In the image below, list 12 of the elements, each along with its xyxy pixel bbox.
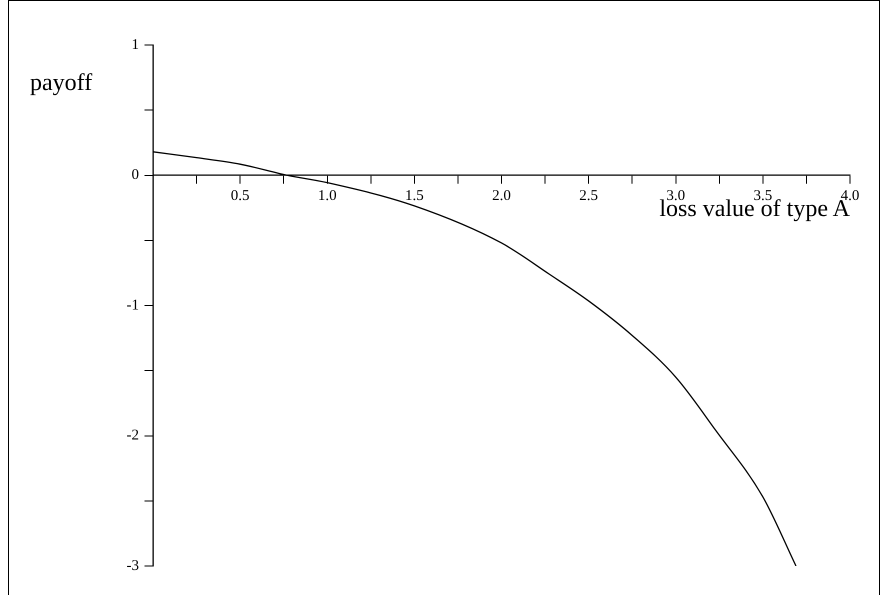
- y-axis-title: payoff: [30, 70, 92, 97]
- x-tick-label: 1.0: [318, 188, 337, 204]
- x-tick-label: 0.5: [230, 188, 250, 204]
- x-tick-label: 3.5: [754, 188, 772, 204]
- y-tick-label: 0: [132, 167, 139, 184]
- x-tick-label: 1.5: [405, 188, 424, 204]
- y-tick-label: -3: [126, 558, 139, 574]
- y-tick-label: -1: [126, 297, 139, 314]
- y-tick-label: -2: [126, 428, 139, 444]
- y-tick-label: 1: [132, 36, 139, 53]
- x-tick-label: 2.5: [579, 188, 598, 204]
- x-tick-label: 2.0: [492, 188, 511, 204]
